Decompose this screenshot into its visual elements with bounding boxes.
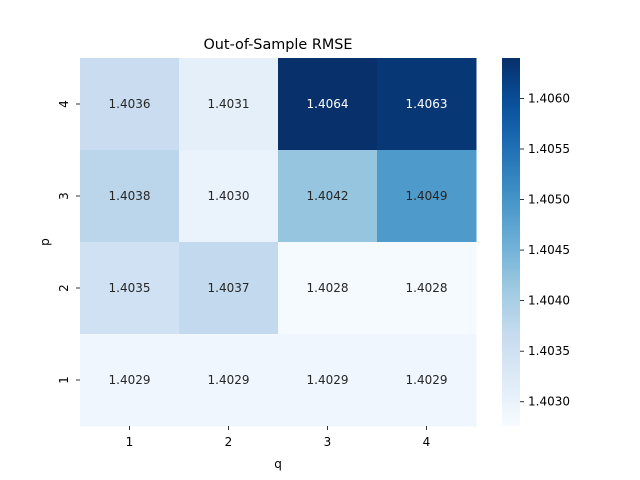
heatmap-cells: 1.4036 1.4031 1.4064 1.4063 1.4038 1.4030 1.40… xyxy=(80,58,477,427)
colorbar-tick-label: 1.4050 xyxy=(528,193,570,207)
x-axis-label: q xyxy=(274,457,282,471)
heatmap-cell xyxy=(377,58,477,151)
heatmap-cell xyxy=(278,58,378,151)
heatmap-cell xyxy=(278,150,378,243)
x-tick-label: 3 xyxy=(324,435,332,449)
cell-value-label: 1.4029 xyxy=(307,373,349,387)
heatmap-cell xyxy=(80,242,180,335)
cell-value-label: 1.4038 xyxy=(109,189,151,203)
colorbar-tick-label: 1.4055 xyxy=(528,142,570,156)
heatmap-cell xyxy=(80,150,180,243)
heatmap-cell xyxy=(80,334,180,427)
colorbar-tick-label: 1.4030 xyxy=(528,395,570,409)
colorbar-ticks: 1.4030 1.4035 1.4040 1.4045 1.4050 1.4055 1.40… xyxy=(520,91,570,409)
colorbar-tick-label: 1.4060 xyxy=(528,91,570,105)
cell-value-label: 1.4028 xyxy=(406,281,448,295)
x-tick-label: 1 xyxy=(126,435,134,449)
cell-value-label: 1.4049 xyxy=(406,189,448,203)
y-tick-label: 4 xyxy=(57,100,71,108)
y-tick-label: 1 xyxy=(57,376,71,384)
cell-value-label: 1.4042 xyxy=(307,189,349,203)
y-axis-label: p xyxy=(38,238,52,246)
chart-title: Out-of-Sample RMSE xyxy=(203,37,352,53)
colorbar-tick-label: 1.4045 xyxy=(528,243,570,257)
cell-value-label: 1.4035 xyxy=(109,281,151,295)
colorbar xyxy=(502,58,520,426)
cell-value-label: 1.4029 xyxy=(406,373,448,387)
heatmap-cell xyxy=(179,242,279,335)
colorbar-tick-label: 1.4040 xyxy=(528,294,570,308)
x-tick-label: 4 xyxy=(423,435,431,449)
heatmap-cell xyxy=(179,334,279,427)
heatmap-cell xyxy=(278,242,378,335)
y-tick-label: 2 xyxy=(57,284,71,292)
heatmap-cell xyxy=(377,334,477,427)
cell-value-label: 1.4028 xyxy=(307,281,349,295)
x-tick-label: 2 xyxy=(225,435,233,449)
cell-value-label: 1.4037 xyxy=(208,281,250,295)
heatmap-cell xyxy=(179,150,279,243)
cell-value-label: 1.4029 xyxy=(208,373,250,387)
heatmap-cell xyxy=(179,58,279,151)
x-axis: 1 2 3 4 xyxy=(126,426,431,449)
heatmap-cell xyxy=(377,242,477,335)
cell-value-label: 1.4036 xyxy=(109,97,151,111)
cell-value-label: 1.4031 xyxy=(208,97,250,111)
heatmap-cell xyxy=(377,150,477,243)
cell-value-label: 1.4029 xyxy=(109,373,151,387)
colorbar-tick-label: 1.4035 xyxy=(528,344,570,358)
y-tick-label: 3 xyxy=(57,192,71,200)
cell-value-label: 1.4063 xyxy=(406,97,448,111)
heatmap-cell xyxy=(80,58,180,151)
heatmap-cell xyxy=(278,334,378,427)
cell-value-label: 1.4030 xyxy=(208,189,250,203)
cell-value-label: 1.4064 xyxy=(307,97,349,111)
y-axis: 4 3 2 1 xyxy=(57,100,80,384)
